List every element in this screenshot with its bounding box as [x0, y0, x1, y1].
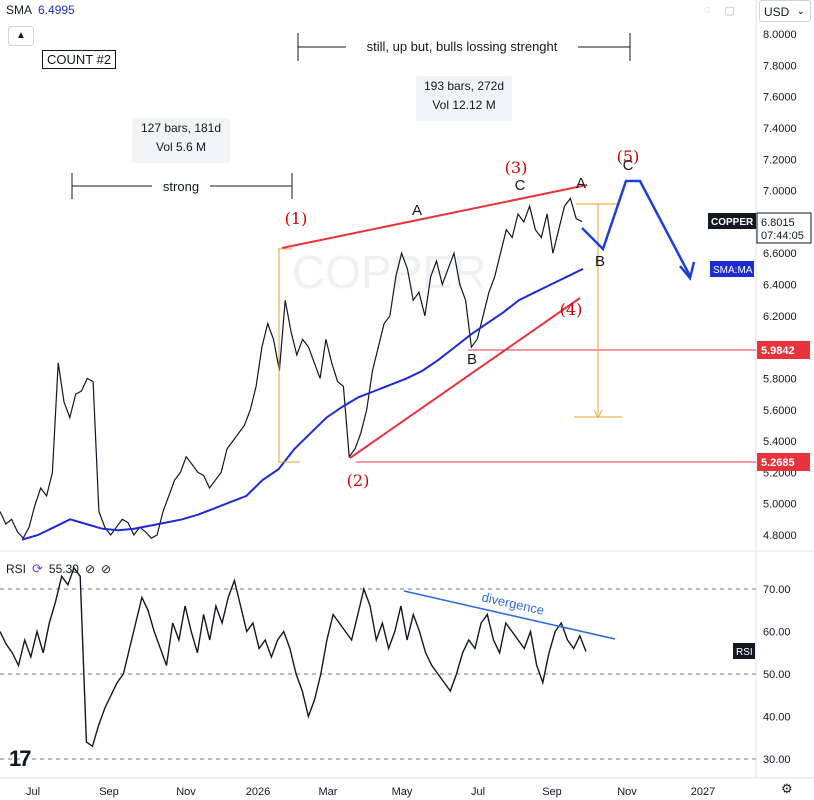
wave-label-a1: A [412, 202, 422, 219]
time-tick-label: Sep [99, 786, 119, 798]
price-tick-label: 7.4000 [763, 123, 797, 135]
count-label: COUNT #2 [42, 50, 117, 69]
symbol-tag-bg [708, 213, 756, 229]
wave-label-2: (2) [347, 471, 370, 490]
price-tick-label: 5.8000 [763, 373, 797, 385]
currency-label: USD [764, 5, 790, 19]
last-price: 6.8015 [761, 217, 795, 229]
chevron-up-icon[interactable]: ▲ [8, 26, 34, 46]
divergence-label: divergence [480, 589, 545, 617]
time-tick-label: Jul [471, 786, 485, 798]
rsi-value: 55.30 [48, 562, 79, 576]
header-tools: ◌ ▢ [704, 4, 735, 17]
rsi-tick-label: 60.00 [763, 627, 791, 639]
price-tick-label: 5.0000 [763, 499, 797, 511]
symbol-tag: COPPER [711, 217, 754, 228]
tradingview-logo-icon: 17 [9, 746, 32, 771]
sma-line [21, 268, 584, 541]
range-note-1-line1: 127 bars, 181d [140, 121, 222, 135]
wave-label-b2: B [595, 253, 605, 270]
projection-arrow-icon [679, 261, 696, 281]
price-tick-label: 7.8000 [763, 60, 797, 72]
rsi-icon-2: ⊘ [101, 562, 112, 576]
wave-label-5: (5) [617, 147, 640, 166]
price-line [0, 197, 583, 540]
chevron-down-icon: ⌄ [796, 6, 805, 17]
range-note-2-line2: Vol 12.12 M [432, 98, 496, 112]
rsi-name[interactable]: RSI [6, 562, 27, 576]
time-tick-label: Jul [26, 786, 40, 798]
range-note-2: 193 bars, 272d Vol 12.12 M [416, 76, 512, 121]
price-tick-label: 5.4000 [763, 436, 797, 448]
wave-label-3: (3) [505, 158, 528, 177]
strong-label-bg [152, 178, 210, 194]
lower-trend-line [349, 297, 581, 459]
rsi-tag-bg [733, 643, 755, 659]
rsi-tick-label: 50.00 [763, 669, 791, 681]
price-tick-label: 8.0000 [763, 29, 797, 41]
time-tick-label: Nov [176, 786, 196, 798]
level-low-label: 5.2685 [761, 457, 795, 469]
level-high-label: 5.9842 [761, 345, 795, 357]
range-note-2-line1: 193 bars, 272d [423, 79, 505, 93]
wave-label-c2: C [623, 157, 634, 174]
level-low-bg [757, 453, 810, 471]
price-tick-label: 4.8000 [763, 530, 797, 542]
strong-label: strong [163, 179, 199, 194]
indicator-legend: SMA 6.4995 [6, 3, 75, 17]
rsi-tick-label: 70.00 [763, 584, 791, 596]
time-tick-label: Nov [617, 786, 637, 798]
wave-label-1: (1) [285, 209, 308, 228]
fib-arrow-icon [593, 409, 603, 419]
level-high-bg [757, 341, 810, 359]
rsi-tick-label: 30.00 [763, 754, 791, 766]
sma-tag: SMA:MA [713, 265, 753, 276]
rsi-tag: RSI [736, 647, 753, 658]
wave-label-c1: C [515, 177, 526, 194]
price-tick-label: 7.0000 [763, 186, 797, 198]
wave-label-b1: B [467, 351, 477, 368]
still-up-label-bg [346, 38, 578, 55]
time-tick-label: Mar [319, 786, 338, 798]
price-tick-label: 5.6000 [763, 405, 797, 417]
rsi-line [0, 566, 587, 748]
wave-label-a2: A [576, 175, 586, 192]
sma-tag-bg [710, 261, 754, 277]
time-tick-label: 2026 [246, 786, 270, 798]
rsi-tick-label: 40.00 [763, 712, 791, 724]
price-tick-label: 7.2000 [763, 154, 797, 166]
range-note-1-line2: Vol 5.6 M [155, 140, 207, 154]
divergence-line [403, 590, 616, 640]
upper-trend-line [281, 184, 588, 249]
square-icon[interactable]: ▢ [724, 5, 735, 17]
time-tick-label: 2027 [691, 786, 715, 798]
visibility-icon[interactable]: ◌ [704, 4, 711, 16]
price-tick-label: 6.2000 [763, 311, 797, 323]
range-note-1: 127 bars, 181d Vol 5.6 M [132, 118, 230, 163]
indicator-value: 6.4995 [38, 3, 75, 17]
time-tick-label: May [392, 786, 413, 798]
price-tick-label: 7.6000 [763, 92, 797, 104]
price-tick-label: 6.6000 [763, 248, 797, 260]
last-price-box [756, 212, 812, 244]
indicator-name[interactable]: SMA [6, 3, 33, 17]
currency-select[interactable]: USD ⌄ [759, 0, 811, 22]
still-up-label: still, up but, bulls lossing strenght [367, 39, 558, 54]
settings-icon[interactable]: ⚙ [781, 781, 793, 796]
rsi-icon-1: ⊘ [84, 562, 96, 576]
time-tick-label: Sep [542, 786, 562, 798]
countdown-timer: 07:44:05 [761, 230, 804, 242]
price-tick-label: 6.4000 [763, 280, 797, 292]
projection-path [581, 179, 692, 277]
wave-label-4: (4) [560, 300, 583, 319]
refresh-icon[interactable]: ⟳ [32, 561, 43, 576]
rsi-legend: RSI ⟳ 55.30 ⊘ ⊘ [6, 561, 111, 577]
